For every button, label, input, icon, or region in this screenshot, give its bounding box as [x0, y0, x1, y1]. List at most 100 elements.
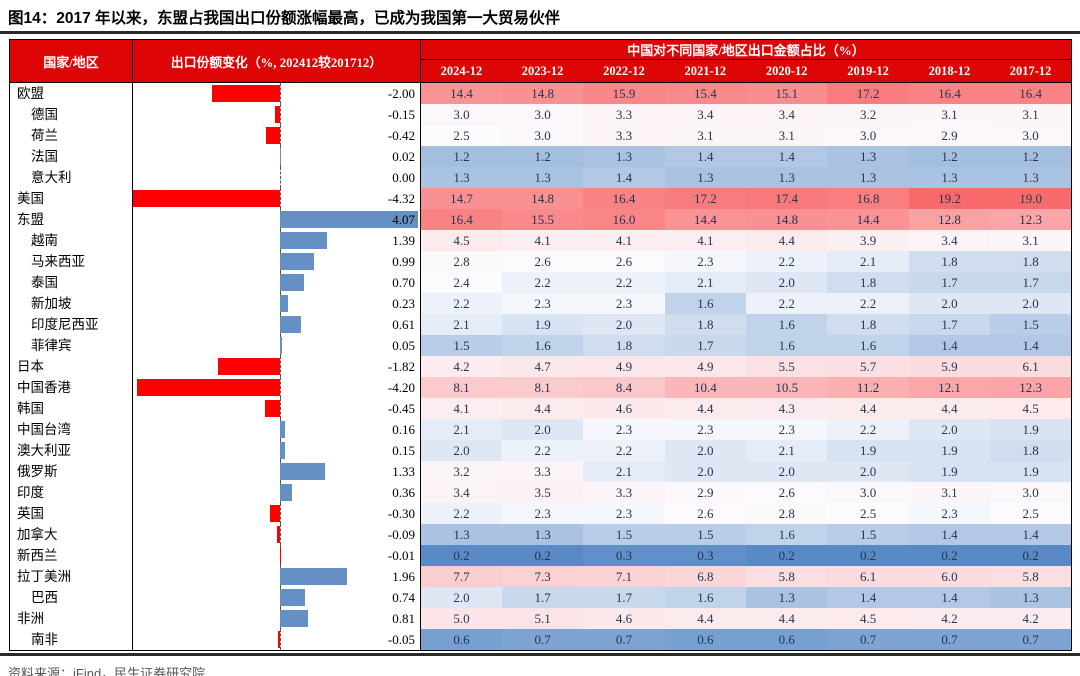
year-column-header: 2022-12: [583, 59, 665, 83]
share-value-cell: 4.1: [420, 398, 502, 419]
share-value-cell: 3.1: [990, 104, 1072, 125]
share-value-cell: 4.2: [908, 608, 991, 629]
country-label-cell: 泰国: [9, 272, 133, 293]
share-value-cell: 4.7: [501, 356, 584, 377]
change-bar-cell: 1.96: [132, 566, 421, 587]
share-value-cell: 10.5: [746, 377, 828, 398]
share-value-cell: 6.8: [664, 566, 746, 587]
share-value-cell: 3.1: [990, 230, 1072, 251]
share-value-cell: 2.0: [908, 419, 991, 440]
share-value-cell: 5.7: [827, 356, 909, 377]
share-value-cell: 2.0: [827, 461, 909, 482]
share-value-cell: 1.7: [908, 314, 991, 335]
table-row: 荷兰 -0.42 2.5 3.0 3.3 3.1 3.1 3.0 2.9 3.0: [9, 125, 1072, 146]
share-value-cell: 1.4: [827, 587, 909, 608]
share-value-cell: 1.4: [908, 335, 991, 356]
change-bar: [278, 631, 280, 648]
share-value-cell: 1.8: [827, 272, 909, 293]
change-bar: [280, 484, 293, 501]
change-bar-cell: -2.00: [132, 82, 421, 104]
table-row: 印度 0.36 3.4 3.5 3.3 2.9 2.6 3.0 3.1 3.0: [9, 482, 1072, 503]
change-bar-cell: -0.01: [132, 545, 421, 566]
share-value-cell: 15.5: [501, 209, 584, 230]
year-column-header: 2023-12: [501, 59, 584, 83]
share-value-cell: 5.5: [746, 356, 828, 377]
change-bar-cell: 0.81: [132, 608, 421, 629]
country-label-cell: 印度尼西亚: [9, 314, 133, 335]
share-value-cell: 2.1: [827, 251, 909, 272]
share-value-cell: 2.3: [664, 419, 746, 440]
change-value: 0.70: [392, 275, 415, 290]
change-bar-cell: 0.15: [132, 440, 421, 461]
change-value: 0.05: [392, 338, 415, 353]
share-value-cell: 4.4: [746, 608, 828, 629]
share-value-cell: 3.1: [664, 125, 746, 146]
change-bar-cell: 0.05: [132, 335, 421, 356]
change-bar: [218, 358, 280, 375]
change-value: -0.30: [387, 506, 415, 521]
change-value: -0.01: [387, 548, 415, 563]
country-label-cell: 拉丁美洲: [9, 566, 133, 587]
share-value-cell: 4.1: [501, 230, 584, 251]
table-row: 俄罗斯 1.33 3.2 3.3 2.1 2.0 2.0 2.0 1.9 1.9: [9, 461, 1072, 482]
share-value-cell: 1.8: [908, 251, 991, 272]
change-bar-cell: 0.16: [132, 419, 421, 440]
change-value: -4.20: [387, 380, 415, 395]
change-bar: [280, 232, 328, 249]
country-label-cell: 东盟: [9, 209, 133, 230]
share-value-cell: 2.1: [664, 272, 746, 293]
share-value-cell: 4.4: [746, 230, 828, 251]
table-row: 德国 -0.15 3.0 3.0 3.3 3.4 3.4 3.2 3.1 3.1: [9, 104, 1072, 125]
title-divider: [0, 31, 1080, 34]
share-value-cell: 2.5: [990, 503, 1072, 524]
change-bar-cell: 0.36: [132, 482, 421, 503]
change-bar-cell: 1.33: [132, 461, 421, 482]
table-row: 马来西亚 0.99 2.8 2.6 2.6 2.3 2.2 2.1 1.8 1.8: [9, 251, 1072, 272]
share-value-cell: 4.1: [583, 230, 665, 251]
share-value-cell: 1.2: [908, 146, 991, 167]
share-value-cell: 1.9: [908, 461, 991, 482]
year-column-header: 2017-12: [990, 59, 1072, 83]
share-value-cell: 2.2: [420, 293, 502, 314]
share-value-cell: 1.3: [501, 524, 584, 545]
table-row: 新加坡 0.23 2.2 2.3 2.3 1.6 2.2 2.2 2.0 2.0: [9, 293, 1072, 314]
share-value-cell: 2.1: [420, 419, 502, 440]
table-body: 欧盟 -2.00 14.4 14.8 15.9 15.4 15.1 17.2 16.4 16.4 德…: [9, 82, 1072, 651]
share-value-cell: 1.6: [501, 335, 584, 356]
share-value-cell: 2.0: [664, 461, 746, 482]
share-value-cell: 0.3: [664, 545, 746, 566]
share-value-cell: 12.1: [908, 377, 991, 398]
table-row: 法国 0.02 1.2 1.2 1.3 1.4 1.4 1.3 1.2 1.2: [9, 146, 1072, 167]
share-value-cell: 4.6: [583, 398, 665, 419]
country-label-cell: 马来西亚: [9, 251, 133, 272]
share-value-cell: 2.4: [420, 272, 502, 293]
table-row: 南非 -0.05 0.6 0.7 0.7 0.6 0.6 0.7 0.7 0.7: [9, 629, 1072, 651]
share-value-cell: 4.4: [501, 398, 584, 419]
share-value-cell: 1.3: [746, 587, 828, 608]
share-value-cell: 3.9: [827, 230, 909, 251]
change-value: -1.82: [387, 359, 415, 374]
share-value-cell: 1.2: [420, 146, 502, 167]
share-value-cell: 1.3: [827, 167, 909, 188]
change-value: -0.09: [387, 527, 415, 542]
share-value-cell: 3.5: [501, 482, 584, 503]
change-value: 0.15: [392, 443, 415, 458]
share-value-cell: 1.8: [990, 440, 1072, 461]
change-bar: [133, 190, 280, 207]
share-value-cell: 1.9: [501, 314, 584, 335]
share-value-cell: 14.7: [420, 188, 502, 209]
share-value-cell: 2.2: [501, 272, 584, 293]
share-value-cell: 2.0: [990, 293, 1072, 314]
change-bar: [280, 568, 347, 585]
change-bar-cell: -4.20: [132, 377, 421, 398]
share-value-cell: 1.3: [420, 167, 502, 188]
share-value-cell: 17.4: [746, 188, 828, 209]
zero-axis-line: [280, 188, 281, 209]
share-value-cell: 2.0: [583, 314, 665, 335]
change-value: 1.96: [392, 569, 415, 584]
share-value-cell: 2.3: [583, 419, 665, 440]
share-value-cell: 2.1: [420, 314, 502, 335]
share-value-cell: 1.4: [990, 335, 1072, 356]
share-value-cell: 2.6: [664, 503, 746, 524]
change-value: 0.36: [392, 485, 415, 500]
